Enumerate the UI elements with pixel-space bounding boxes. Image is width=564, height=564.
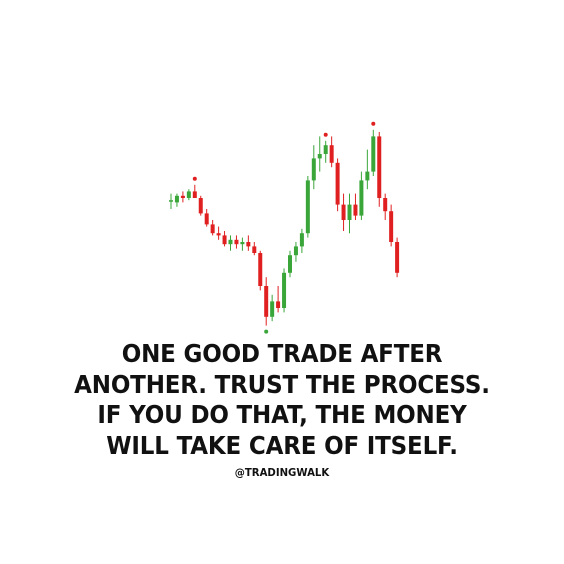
candle-down xyxy=(222,235,227,245)
candle-down xyxy=(264,286,269,317)
candle-up xyxy=(305,180,310,234)
candle-down xyxy=(246,242,251,247)
candle-down xyxy=(395,242,400,273)
quote-line-1: ONE GOOD TRADE AFTER xyxy=(121,339,443,368)
quote-line-2: ANOTHER. TRUST THE PROCESS. xyxy=(74,369,490,399)
candle-down xyxy=(216,233,221,236)
candle-up xyxy=(371,136,376,172)
quote-line-3: IF YOU DO THAT, THE MONEY xyxy=(97,400,467,429)
candle-up xyxy=(365,171,370,181)
candle-up xyxy=(288,255,292,273)
quote-text: ONE GOOD TRADE AFTER ANOTHER. TRUST THE … xyxy=(0,339,564,461)
candle-up xyxy=(186,191,191,198)
author-handle: @TRADINGWALK xyxy=(234,466,330,479)
candle-down xyxy=(210,224,215,234)
candles-group xyxy=(169,121,400,334)
candle-down xyxy=(353,204,358,216)
candle-up xyxy=(270,301,275,317)
candle-up xyxy=(169,200,173,202)
candle-down xyxy=(389,211,394,242)
high-marker-dot xyxy=(192,176,197,181)
candle-down xyxy=(252,246,257,253)
candle-up xyxy=(311,158,316,181)
candle-down xyxy=(329,145,334,163)
candle-up xyxy=(282,272,287,308)
candle-up xyxy=(228,239,233,245)
candle-down xyxy=(258,253,263,286)
candle-up xyxy=(240,242,245,245)
candle-up xyxy=(174,195,179,203)
high-marker-dot xyxy=(371,121,376,126)
candle-down xyxy=(276,301,281,308)
candle-down xyxy=(192,191,197,198)
candle-down xyxy=(204,213,209,225)
candle-up xyxy=(359,180,364,216)
candle-down xyxy=(234,239,239,245)
candle-up xyxy=(293,246,298,256)
candle-down xyxy=(180,195,185,198)
candle-down xyxy=(383,198,388,212)
candle-up xyxy=(317,154,322,159)
candle-up xyxy=(347,204,352,220)
candle-down xyxy=(335,162,340,205)
candle-up xyxy=(299,233,304,247)
candle-down xyxy=(198,198,203,214)
low-marker-dot xyxy=(264,329,269,334)
quote-line-4: WILL TAKE CARE OF ITSELF. xyxy=(106,430,458,460)
candle-up xyxy=(323,145,328,154)
candle-down xyxy=(377,136,382,198)
high-marker-dot xyxy=(323,132,328,137)
candle-down xyxy=(341,204,346,220)
